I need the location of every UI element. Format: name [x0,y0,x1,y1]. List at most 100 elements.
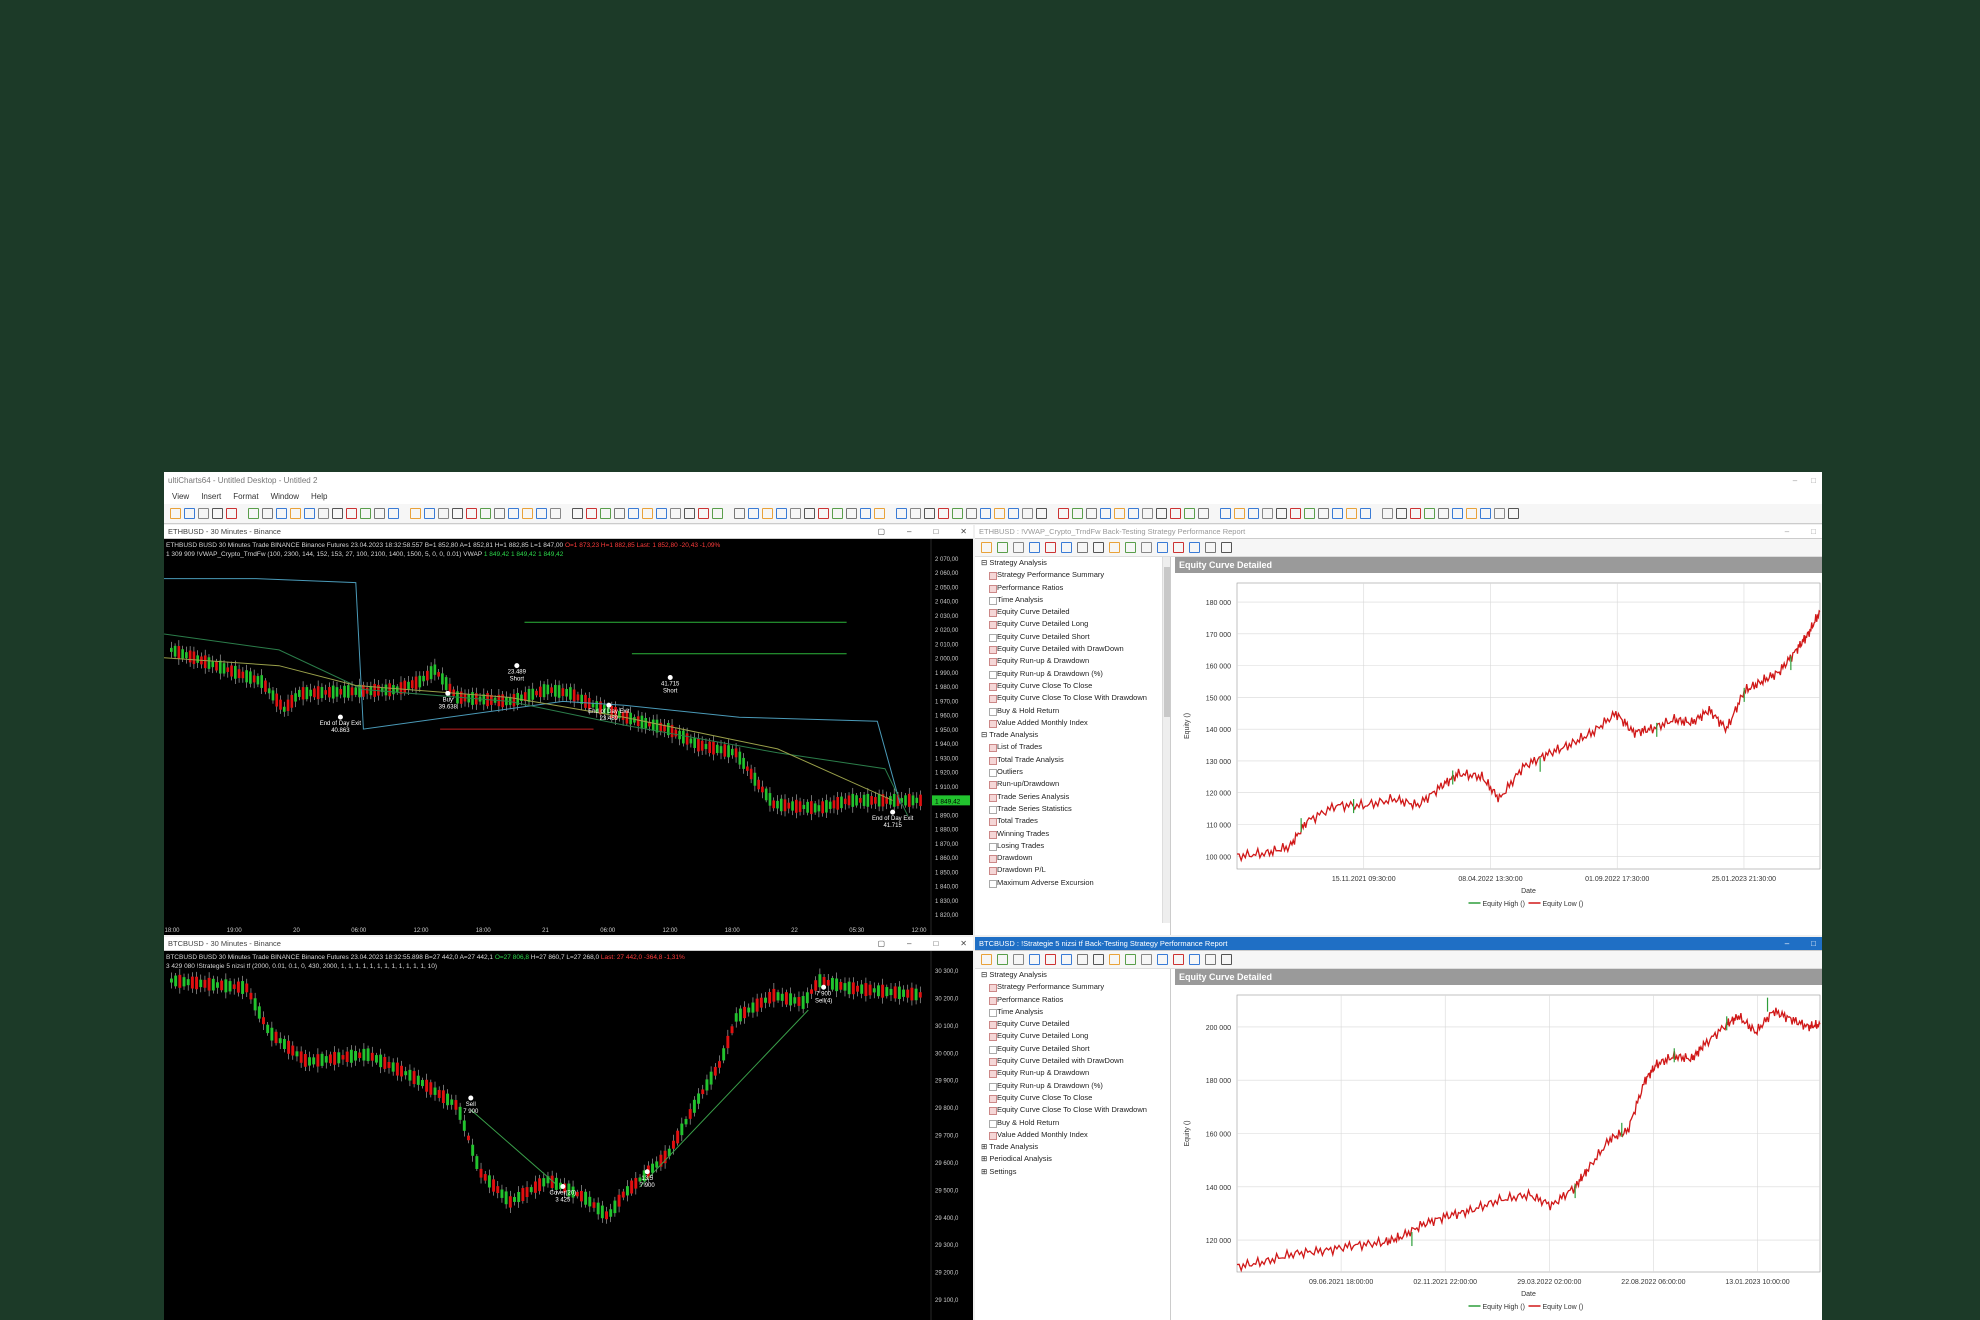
toolbar-tool-icon[interactable] [1184,508,1195,519]
eth-price-chart[interactable]: 2 070,00 2 060,00 2 050,00 2 040,00 2 030,00… [164,539,973,935]
toolbar-tool-icon[interactable] [466,508,477,519]
toolbar-tool-icon[interactable] [938,508,949,519]
toolbar-tool-icon[interactable] [762,508,773,519]
toolbar-tool-icon[interactable] [1438,508,1449,519]
tree-item[interactable]: Time Analysis [975,1006,1170,1018]
tree-item[interactable]: Drawdown [975,852,1170,864]
toolbar-tool-icon[interactable] [508,508,519,519]
toolbar-tool-icon[interactable] [522,508,533,519]
toolbar-tool-icon[interactable] [248,508,259,519]
report-tool-icon[interactable] [1141,542,1152,553]
report-tool-icon[interactable] [1077,542,1088,553]
toolbar-tool-icon[interactable] [698,508,709,519]
tree-item[interactable]: Equity Curve Detailed Short [975,1043,1170,1055]
tree-item[interactable]: Time Analysis [975,594,1170,606]
toolbar-tool-icon[interactable] [550,508,561,519]
tree-group[interactable]: ⊞ Periodical Analysis [981,1154,1052,1164]
toolbar-tool-icon[interactable] [818,508,829,519]
tree-item[interactable]: Equity Curve Close To Close With Drawdow… [975,1104,1170,1116]
report-tool-icon[interactable] [1221,954,1232,965]
toolbar-tool-icon[interactable] [642,508,653,519]
tree-item[interactable]: Trade Series Statistics [975,803,1170,815]
restore-icon[interactable]: ▢ [877,939,885,948]
maximize-icon[interactable]: □ [933,939,939,948]
minimize-icon[interactable]: – [907,527,912,536]
toolbar-tool-icon[interactable] [1156,508,1167,519]
report-tool-icon[interactable] [1013,542,1024,553]
toolbar-tool-icon[interactable] [388,508,399,519]
toolbar-tool-icon[interactable] [1290,508,1301,519]
btc-price-chart[interactable]: 30 300,0 30 200,0 30 100,0 30 000,0 29 900,0… [164,951,973,1320]
report-tool-icon[interactable] [1189,542,1200,553]
report-tool-icon[interactable] [1157,954,1168,965]
toolbar-tool-icon[interactable] [572,508,583,519]
toolbar-tool-icon[interactable] [536,508,547,519]
tree-item[interactable]: Total Trade Analysis [975,754,1170,766]
toolbar-tool-icon[interactable] [994,508,1005,519]
report-tool-icon[interactable] [1029,542,1040,553]
toolbar-tool-icon[interactable] [212,508,223,519]
minimize-icon[interactable]: – [1784,939,1790,948]
report-tool-icon[interactable] [997,954,1008,965]
tree-item[interactable]: Drawdown P/L [975,864,1170,876]
report-tool-icon[interactable] [1173,954,1184,965]
toolbar-tool-icon[interactable] [1480,508,1491,519]
tree-item[interactable]: Maximum Adverse Excursion [975,877,1170,889]
minimize-icon[interactable]: – [1792,476,1798,485]
toolbar-tool-icon[interactable] [424,508,435,519]
menu-format[interactable]: Format [233,492,259,501]
toolbar-tool-icon[interactable] [332,508,343,519]
report-tool-icon[interactable] [1045,542,1056,553]
toolbar-tool-icon[interactable] [952,508,963,519]
toolbar-tool-icon[interactable] [262,508,273,519]
report-tool-icon[interactable] [1013,954,1024,965]
minimize-icon[interactable]: – [907,939,912,948]
tree-item[interactable]: Equity Curve Close To Close [975,680,1170,692]
tree-item[interactable]: Value Added Monthly Index [975,1129,1170,1141]
report-tool-icon[interactable] [1221,542,1232,553]
toolbar-tool-icon[interactable] [1332,508,1343,519]
tree-item[interactable]: Total Trades [975,815,1170,827]
toolbar-tool-icon[interactable] [776,508,787,519]
toolbar-tool-icon[interactable] [586,508,597,519]
tree-item[interactable]: Equity Curve Detailed Long [975,618,1170,630]
toolbar-tool-icon[interactable] [304,508,315,519]
report-tool-icon[interactable] [1173,542,1184,553]
toolbar-tool-icon[interactable] [410,508,421,519]
tree-item[interactable]: Losing Trades [975,840,1170,852]
report-tree[interactable]: ⊟ Strategy Analysis Strategy Performance … [975,557,1171,935]
tree-item[interactable]: Buy & Hold Return [975,1117,1170,1129]
report-tool-icon[interactable] [1125,954,1136,965]
report-tool-icon[interactable] [981,954,992,965]
toolbar-tool-icon[interactable] [966,508,977,519]
tree-item[interactable]: Trade Series Analysis [975,791,1170,803]
toolbar-tool-icon[interactable] [748,508,759,519]
toolbar-tool-icon[interactable] [1198,508,1209,519]
tree-item[interactable]: Equity Run-up & Drawdown [975,655,1170,667]
toolbar-tool-icon[interactable] [1466,508,1477,519]
toolbar-tool-icon[interactable] [614,508,625,519]
toolbar-tool-icon[interactable] [1346,508,1357,519]
report-tool-icon[interactable] [1109,542,1120,553]
toolbar-tool-icon[interactable] [1494,508,1505,519]
report-tool-icon[interactable] [1093,954,1104,965]
toolbar-tool-icon[interactable] [480,508,491,519]
toolbar-tool-icon[interactable] [1008,508,1019,519]
tree-item[interactable]: List of Trades [975,741,1170,753]
report-tool-icon[interactable] [1189,954,1200,965]
toolbar-tool-icon[interactable] [452,508,463,519]
toolbar-tool-icon[interactable] [346,508,357,519]
toolbar-tool-icon[interactable] [910,508,921,519]
tree-item[interactable]: Equity Curve Detailed [975,606,1170,618]
toolbar-tool-icon[interactable] [1424,508,1435,519]
toolbar-tool-icon[interactable] [1114,508,1125,519]
toolbar-tool-icon[interactable] [360,508,371,519]
report-tool-icon[interactable] [1157,542,1168,553]
tree-group[interactable]: ⊞ Settings [981,1166,1017,1176]
report-tool-icon[interactable] [997,542,1008,553]
tree-group[interactable]: ⊟ Strategy Analysis [981,558,1047,567]
toolbar-tool-icon[interactable] [1170,508,1181,519]
toolbar-tool-icon[interactable] [290,508,301,519]
tree-item[interactable]: Equity Curve Close To Close [975,1092,1170,1104]
toolbar-tool-icon[interactable] [276,508,287,519]
